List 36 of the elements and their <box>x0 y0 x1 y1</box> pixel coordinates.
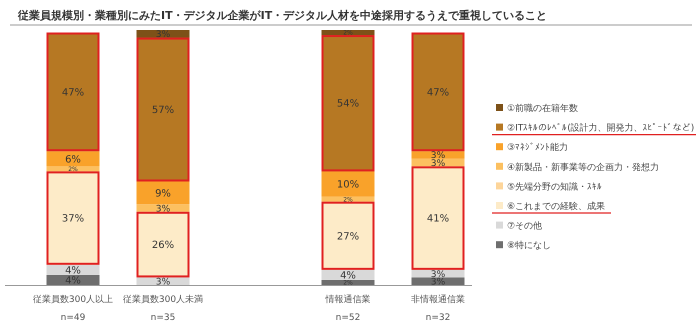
data-label: 54% <box>336 98 360 110</box>
x-tick-label: 従業員数300人以上 <box>32 294 114 305</box>
text: n=49 <box>60 313 86 323</box>
data-label: 4% <box>65 276 81 287</box>
legend-label: ⑥これまでの経験、成果 <box>507 201 606 212</box>
data-label: 26% <box>152 240 174 252</box>
data-label: 10% <box>336 180 360 191</box>
data-label: 47% <box>62 87 84 98</box>
chart-title: 従業員規模別・業種別にみたIT・デジタル企業がIT・デジタル人材を中途採用するうえで重視していること <box>17 9 548 22</box>
data-label: 27% <box>336 231 360 242</box>
x-tick-label: 従業員数300人未満 <box>122 294 204 305</box>
data-label: 3% <box>430 158 446 169</box>
data-label: 37% <box>62 214 84 225</box>
x-tick-label: 情報通信業 <box>324 294 370 305</box>
data-label: 41% <box>426 214 450 225</box>
legend-label: ②ITｽｷﾙのﾚﾍﾞﾙ(設計力、開発力、ｽﾋﾟｰﾄﾞなど) <box>507 122 694 134</box>
legend-label: ①前職の在籍年数 <box>507 103 578 114</box>
text: n=35 <box>150 313 176 323</box>
data-label: 3% <box>156 277 171 288</box>
legend-label: ⑧特になし <box>507 240 552 252</box>
data-label: 4% <box>340 270 356 282</box>
legend-label: ③ﾏﾈｼﾞﾒﾝﾄ能力 <box>507 142 568 154</box>
data-label: 57% <box>152 105 174 116</box>
data-label: 4% <box>65 265 81 276</box>
legend-label: ⑦その他 <box>507 220 542 232</box>
data-label: 3% <box>430 277 446 288</box>
x-tick-label: 非情報通信業 <box>411 294 465 305</box>
data-label: 47% <box>426 87 450 98</box>
data-label: 6% <box>65 154 81 166</box>
legend-label: ⑤先端分野の知識・ｽｷﾙ <box>507 181 602 192</box>
text: n=32 <box>426 313 450 323</box>
data-label: 3% <box>156 204 171 214</box>
legend-label: ④新製品・新事業等の企画力・発想力 <box>507 162 660 173</box>
data-label: 9% <box>155 188 171 200</box>
text: n=52 <box>336 313 360 323</box>
data-label: 3% <box>156 30 171 40</box>
